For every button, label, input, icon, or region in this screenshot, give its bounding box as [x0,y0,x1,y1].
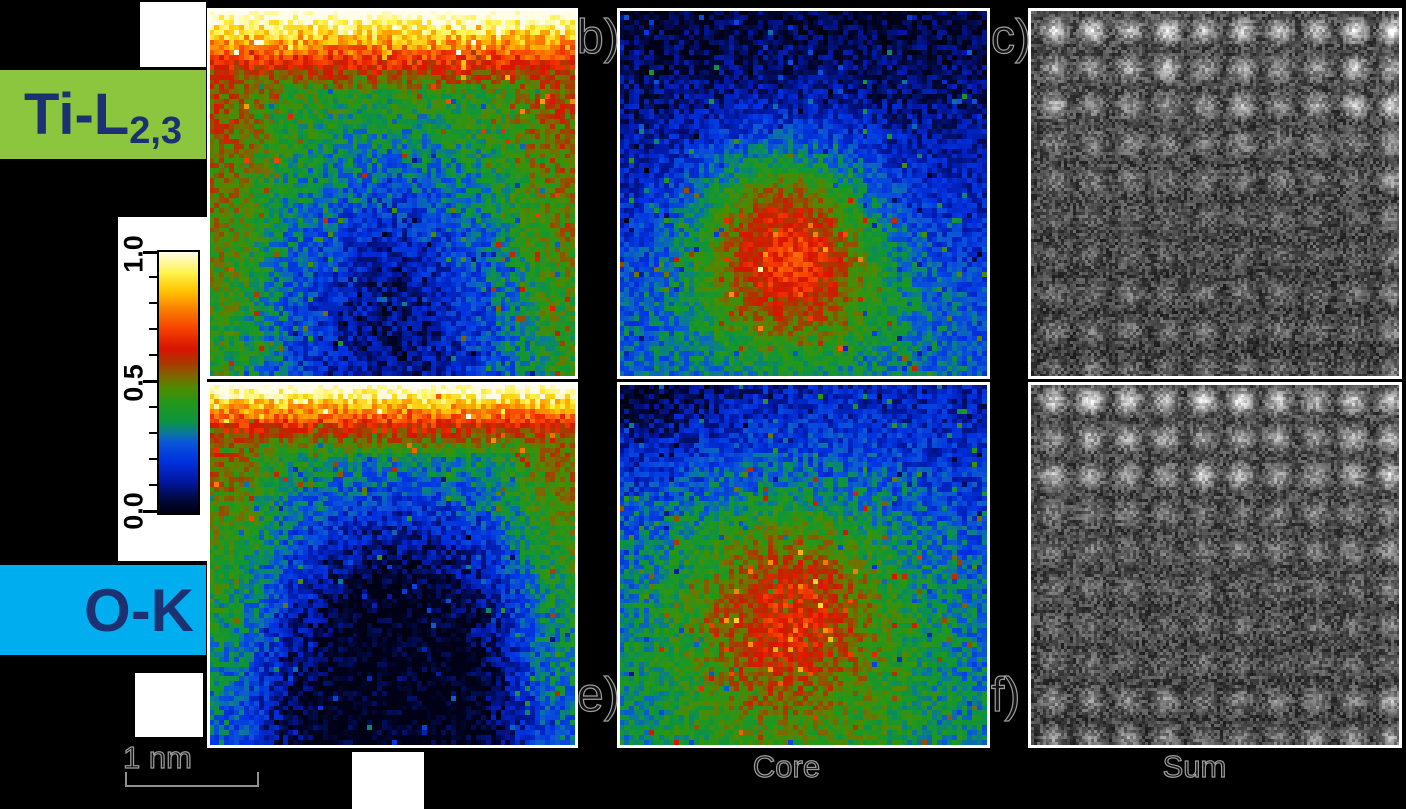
sum-stem-image [1031,11,1399,376]
ti-map-image [210,11,575,376]
sum-stem-image [1031,385,1399,745]
row-label-ti-main: Ti-L [23,82,130,147]
white-patch [352,752,424,809]
scale-bar-label: 1 nm [122,739,192,775]
caption-sum: Sum [1162,748,1227,784]
row-label-ti-subscript: 2,3 [129,110,183,152]
panel-letter-e: e) [576,669,620,722]
colorbar: 1.0 0.5 0.0 [118,217,207,561]
panel-f-sum-image [1028,382,1402,748]
panel-a-ti-map [207,8,578,379]
colorbar-gradient [157,250,200,515]
ok-map-image [210,385,575,745]
panel-letter-c: c) [990,11,1031,64]
core-map-image [620,385,987,745]
row-label-o-k: O-K [0,565,206,655]
core-map-image [620,11,987,376]
panel-c-sum-image [1028,8,1402,379]
panel-e-core-map [617,382,990,748]
panel-b-core-map [617,8,990,379]
caption-core: Core [752,748,821,784]
white-patch [140,2,206,67]
panel-letter-f: f) [990,669,1021,722]
panel-letter-b: b) [576,11,620,64]
colorbar-tick-label-0.0: 0.0 [118,492,149,530]
colorbar-tick-label-1.0: 1.0 [118,235,149,273]
scale-bar [125,772,259,787]
panel-d-ok-map [207,382,578,748]
row-label-ti-l23: Ti-L 2,3 [0,70,206,159]
white-patch [135,673,203,737]
row-label-ok-main: O-K [84,576,194,644]
colorbar-tick-label-0.5: 0.5 [118,364,149,402]
